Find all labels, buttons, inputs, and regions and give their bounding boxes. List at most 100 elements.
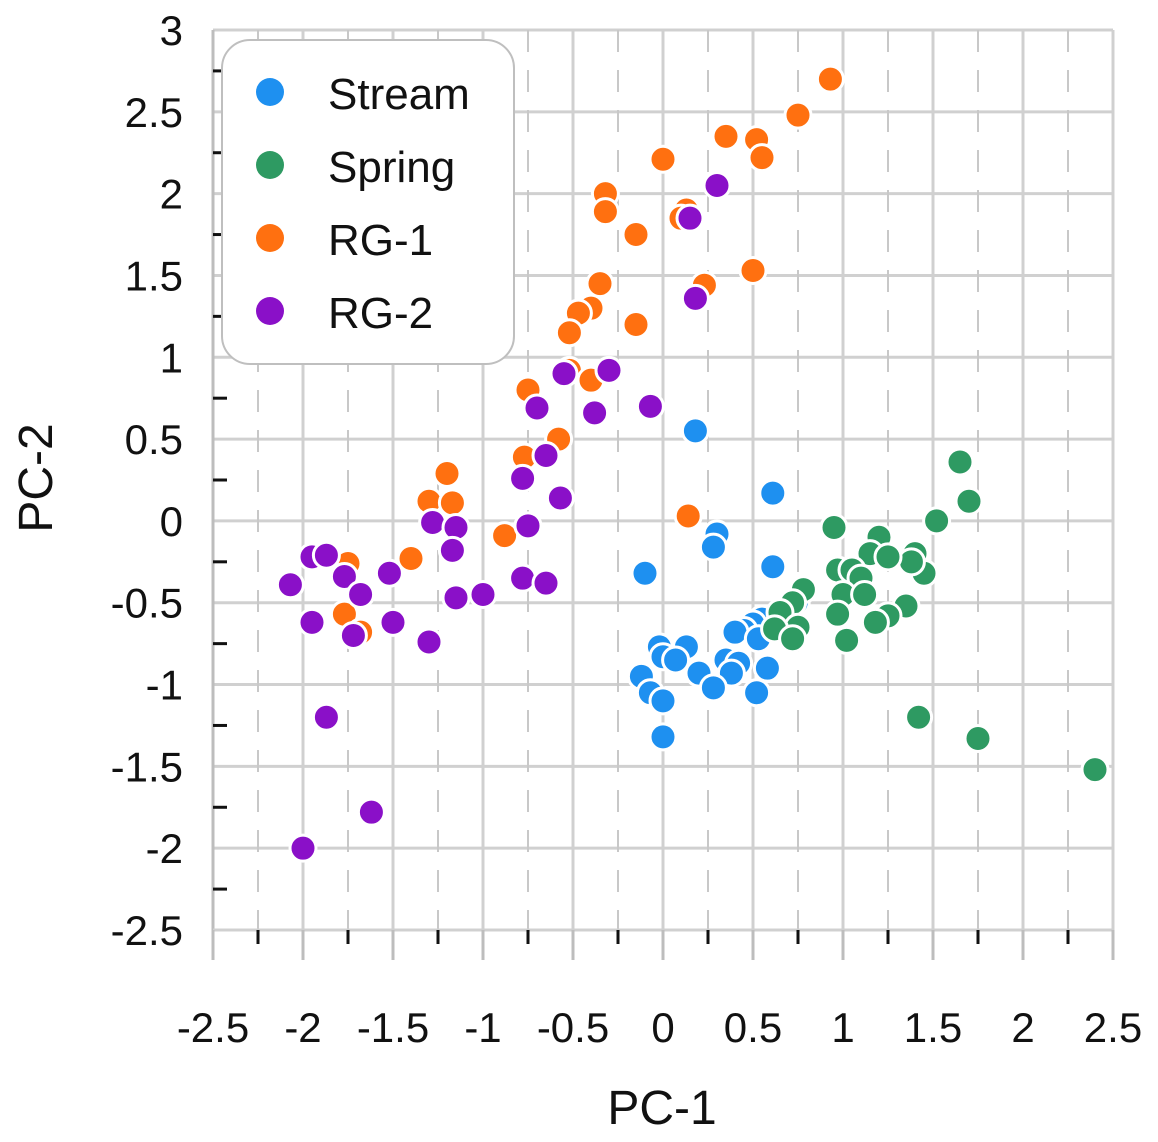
point-rg-1 [673,501,703,531]
point-rg-2 [437,535,467,565]
point-stream [758,552,788,582]
point-rg-2 [513,511,543,541]
legend-marker-stream [256,78,284,106]
point-rg-2 [338,620,368,650]
point-rg-2 [378,607,408,637]
point-rg-2 [418,508,448,538]
point-rg-1 [747,143,777,173]
point-spring [954,486,984,516]
point-spring [850,580,880,610]
point-rg-2 [441,583,471,613]
y-tick-label: -1 [146,662,183,709]
point-rg-2 [675,203,705,233]
x-tick-label: 2.5 [1084,1004,1142,1051]
point-rg-1 [590,197,620,227]
point-rg-1 [738,256,768,286]
point-rg-1 [815,64,845,94]
point-stream [698,532,728,562]
legend: Stream Spring RG-1 RG-2 [221,39,515,365]
y-tick-label: 3 [160,7,183,54]
y-axis-title: PC-2 [10,423,63,532]
point-stream [648,686,678,716]
point-rg-1 [783,100,813,130]
point-rg-1 [648,144,678,174]
point-rg-2 [594,355,624,385]
y-tick-label: -0.5 [111,580,183,627]
legend-label-stream: Stream [328,70,470,119]
point-rg-2 [508,463,538,493]
point-stream [752,653,782,683]
point-rg-1 [554,318,584,348]
point-spring [896,547,926,577]
point-spring [778,624,808,654]
point-rg-1 [711,121,741,151]
x-axis-title: PC-1 [607,1082,716,1135]
point-stream [720,617,750,647]
point-rg-2 [522,393,552,423]
point-rg-2 [297,607,327,637]
x-tick-label: -1.5 [357,1004,429,1051]
legend-label-rg-1: RG-1 [328,216,433,265]
point-rg-2 [374,558,404,588]
point-spring [832,625,862,655]
point-rg-2 [545,483,575,513]
point-rg-1 [437,488,467,518]
x-tick-label: 2 [1011,1004,1034,1051]
y-tick-label: 1.5 [125,252,183,299]
point-spring [873,542,903,572]
point-spring [819,512,849,542]
point-rg-1 [585,269,615,299]
point-stream [698,673,728,703]
x-tick-labels: -2.5 -2 -1.5 -1 -0.5 0 0.5 1 1.5 2 2.5 [177,1004,1142,1051]
point-rg-2 [680,283,710,313]
point-stream [742,678,772,708]
legend-label-spring: Spring [328,143,455,192]
y-tick-label: 2 [160,171,183,218]
legend-box [221,39,515,365]
point-rg-2 [329,562,359,592]
y-tick-label: 2.5 [125,89,183,136]
y-tick-label: 1 [160,334,183,381]
legend-marker-rg-2 [256,297,284,325]
point-spring [823,599,853,629]
point-rg-2 [346,580,376,610]
point-stream [630,558,660,588]
point-spring [1080,755,1110,785]
point-rg-2 [311,540,341,570]
point-spring [922,506,952,536]
point-rg-1 [621,220,651,250]
point-spring [963,724,993,754]
x-tick-label: -2.5 [177,1004,249,1051]
y-tick-label: 0 [160,498,183,545]
point-rg-2 [702,170,732,200]
point-rg-2 [275,570,305,600]
y-tick-label: -1.5 [111,743,183,790]
point-stream [661,645,691,675]
point-rg-2 [549,359,579,389]
point-rg-1 [621,310,651,340]
point-spring [860,607,890,637]
point-rg-2 [311,702,341,732]
x-tick-label: 1 [831,1004,854,1051]
point-rg-2 [508,563,538,593]
legend-marker-spring [256,151,284,179]
point-spring [945,447,975,477]
legend-label-rg-2: RG-2 [328,289,433,338]
x-tick-label: 1.5 [904,1004,962,1051]
point-rg-2 [288,833,318,863]
point-rg-2 [580,398,610,428]
point-rg-1 [396,544,426,574]
y-tick-label: -2 [146,825,183,872]
point-stream [758,478,788,508]
point-rg-2 [635,391,665,421]
point-rg-2 [414,627,444,657]
y-tick-label: -2.5 [111,907,183,954]
point-rg-2 [468,580,498,610]
y-tick-label: 0.5 [125,416,183,463]
x-tick-label: 0.5 [724,1004,782,1051]
point-stream [648,722,678,752]
x-tick-label: 0 [651,1004,674,1051]
point-spring [904,702,934,732]
y-tick-labels: 3 2.5 2 1.5 1 0.5 0 -0.5 -1 -1.5 -2 -2.5 [111,7,183,954]
